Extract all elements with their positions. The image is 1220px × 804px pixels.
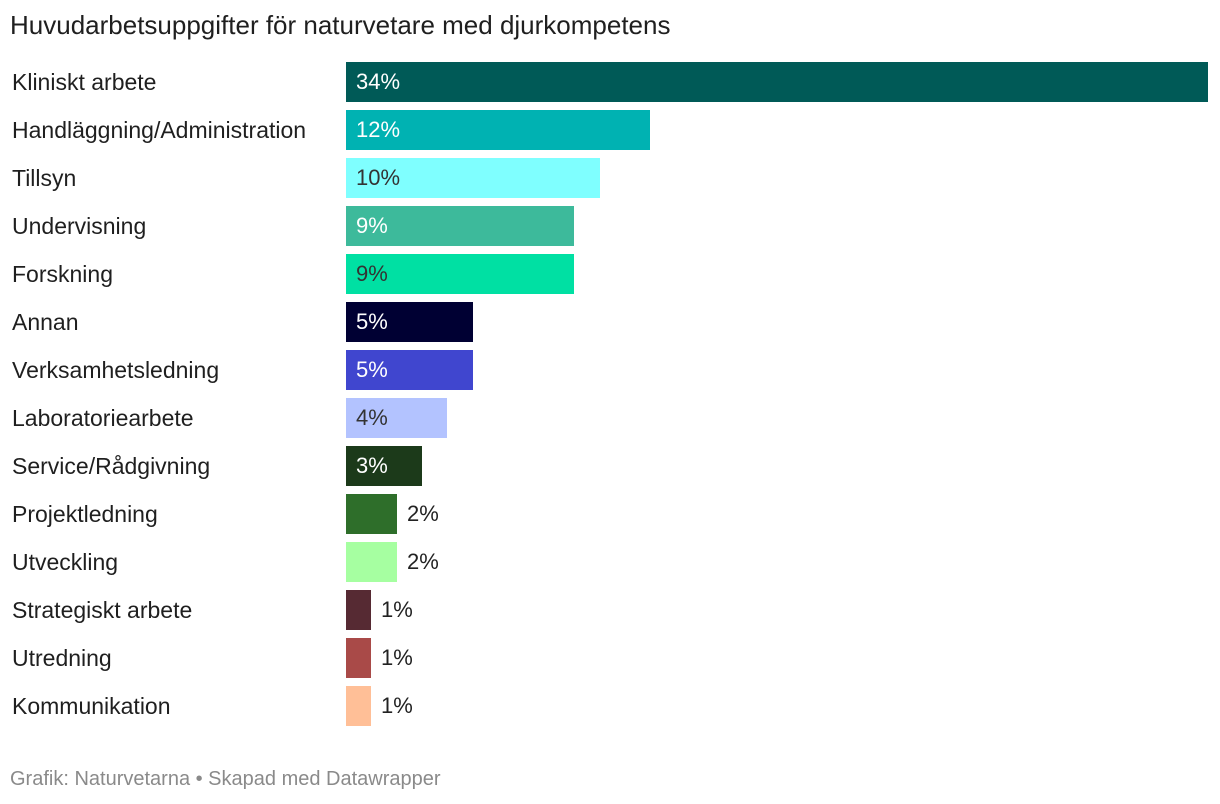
category-label: Projektledning [12, 501, 158, 527]
value-label: 9% [356, 261, 388, 286]
category-label: Handläggning/Administration [12, 117, 307, 143]
bar [346, 302, 473, 342]
value-label: 2% [407, 501, 439, 526]
bar-row: Forskning 9% [0, 254, 1220, 294]
chart-footer: Grafik: Naturvetarna • Skapad med Datawr… [10, 768, 441, 790]
category-label: Service/Rådgivning [12, 453, 211, 479]
bar-row: Laboratoriearbete 4% [0, 398, 1220, 438]
bar-row: Kliniskt arbete 34% [0, 62, 1220, 102]
bar-chart: Kliniskt arbete 34% Handläggning/Administr… [0, 62, 1220, 734]
value-label: 4% [356, 405, 388, 430]
bar [346, 542, 397, 582]
category-label: Undervisning [12, 213, 147, 239]
bar-row: Strategiskt arbete 1% [0, 590, 1220, 630]
category-label: Tillsyn [12, 165, 77, 191]
category-label: Annan [12, 309, 79, 335]
value-label: 3% [356, 453, 388, 478]
category-label: Kliniskt arbete [12, 69, 157, 95]
category-label: Strategiskt arbete [12, 597, 193, 623]
value-label: 5% [356, 357, 388, 382]
bar [346, 158, 600, 198]
bar [346, 254, 574, 294]
chart-title: Huvudarbetsuppgifter för naturvetare med… [10, 10, 671, 40]
bar-row: Utredning 1% [0, 638, 1220, 678]
bar [346, 638, 371, 678]
value-label: 9% [356, 213, 388, 238]
bar-row: Kommunikation 1% [0, 686, 1220, 726]
category-label: Utredning [12, 645, 112, 671]
bar [346, 62, 1208, 102]
category-label: Verksamhetsledning [12, 357, 220, 383]
bar [346, 494, 397, 534]
bar [346, 590, 371, 630]
value-label: 1% [381, 693, 413, 718]
category-label: Forskning [12, 261, 113, 287]
bar-row: Service/Rådgivning 3% [0, 446, 1220, 486]
bar-row: Tillsyn 10% [0, 158, 1220, 198]
bar [346, 686, 371, 726]
value-label: 2% [407, 549, 439, 574]
bar [346, 350, 473, 390]
bar-row: Verksamhetsledning 5% [0, 350, 1220, 390]
bar-row: Handläggning/Administration 12% [0, 110, 1220, 150]
value-label: 5% [356, 309, 388, 334]
value-label: 10% [356, 165, 401, 190]
value-label: 12% [356, 117, 401, 142]
bar [346, 110, 650, 150]
value-label: 1% [381, 645, 413, 670]
value-label: 34% [356, 69, 401, 94]
bar [346, 398, 447, 438]
bar-row: Undervisning 9% [0, 206, 1220, 246]
category-label: Utveckling [12, 549, 119, 575]
bar-row: Annan 5% [0, 302, 1220, 342]
category-label: Laboratoriearbete [12, 405, 194, 431]
bar [346, 446, 422, 486]
bar-row: Utveckling 2% [0, 542, 1220, 582]
bar-row: Projektledning 2% [0, 494, 1220, 534]
bar [346, 206, 574, 246]
category-label: Kommunikation [12, 693, 171, 719]
value-label: 1% [381, 597, 413, 622]
